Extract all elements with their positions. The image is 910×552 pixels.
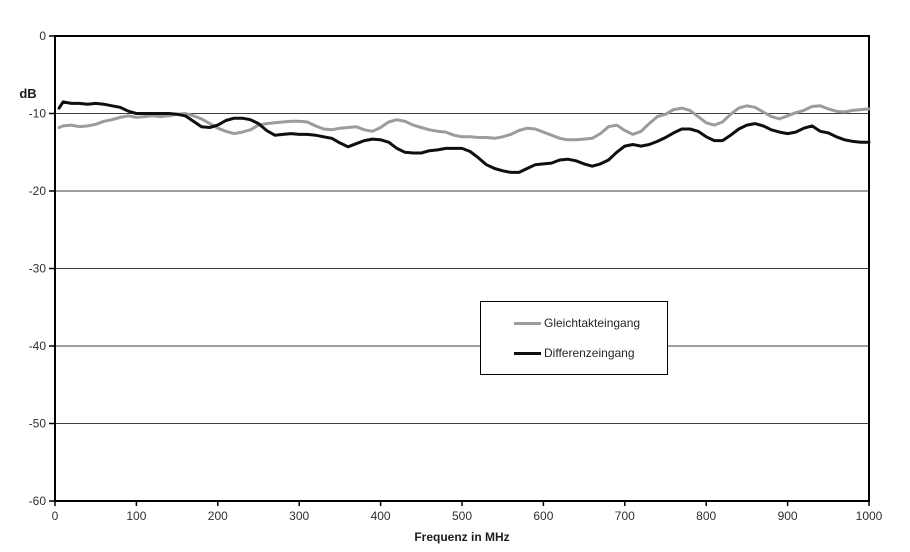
x-tick-label: 200 [208,509,228,523]
legend-line-sample-gleichtakteingang [514,321,541,325]
x-tick-label: 600 [533,509,553,523]
y-tick-label: -20 [29,184,47,198]
legend: Gleichtakteingang Differenzeingang [480,301,668,375]
series-line-differenzeingang [57,100,871,174]
series-line-gleichtakteingang [57,104,871,142]
legend-item: Differenzeingang [514,346,663,360]
y-tick-label: -60 [29,494,47,508]
x-tick-label: 500 [452,509,472,523]
legend-item: Gleichtakteingang [514,316,663,330]
x-tick-label: 400 [371,509,391,523]
x-axis-title: Frequenz in MHz [414,530,510,544]
y-axis-title: dB [19,86,37,101]
y-tick-label: -40 [29,339,47,353]
x-tick-label: 700 [615,509,635,523]
x-tick-label: 300 [289,509,309,523]
y-tick-label: -30 [29,262,47,276]
x-tick-label: 1000 [856,509,883,523]
x-tick-label: 800 [696,509,716,523]
legend-label: Gleichtakteingang [544,316,641,330]
y-tick-label: 0 [39,29,46,43]
x-tick-label: 900 [778,509,798,523]
x-tick-label: 0 [52,509,59,523]
x-tick-label: 100 [126,509,146,523]
legend-label: Differenzeingang [544,346,635,360]
legend-line-sample-differenzeingang [514,351,541,355]
y-tick-label: -10 [29,107,47,121]
y-tick-label: -50 [29,417,47,431]
